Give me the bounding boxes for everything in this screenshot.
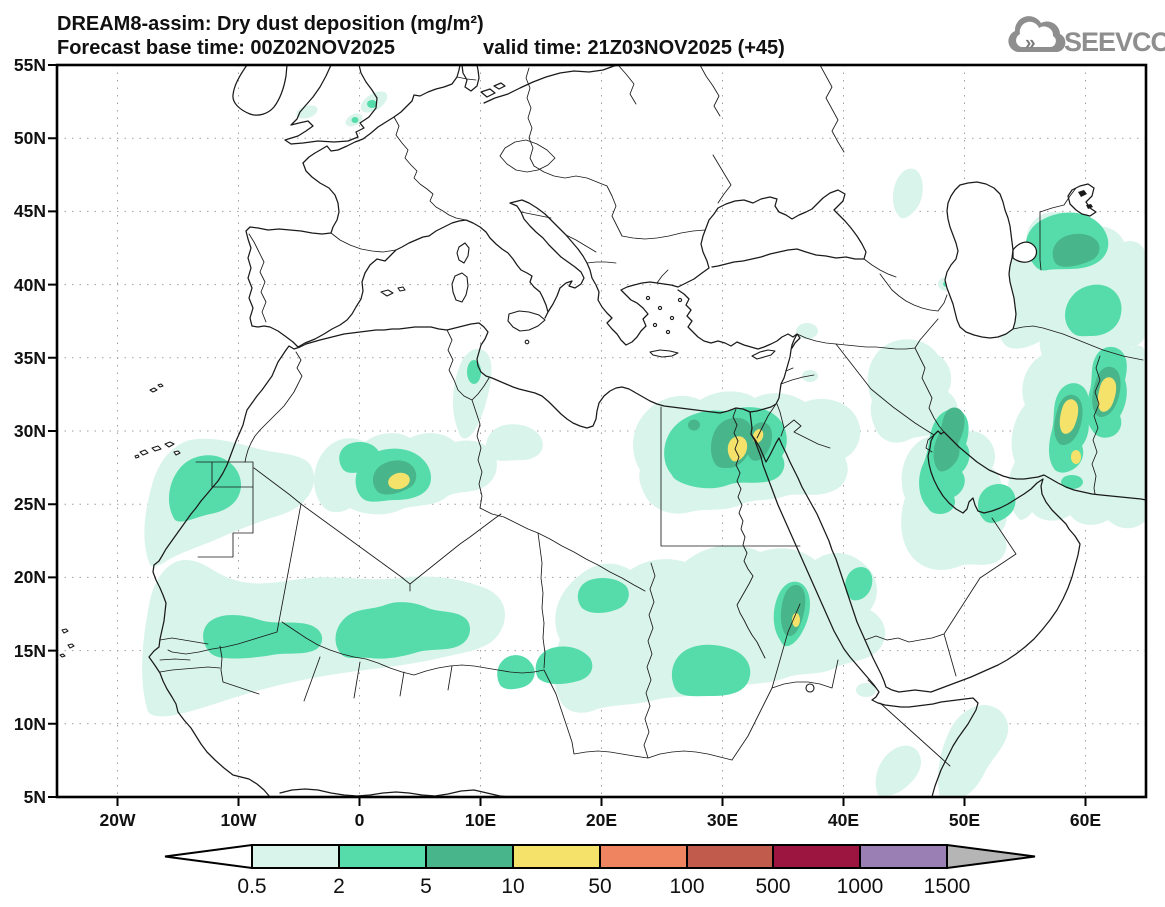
colorbar-cell (599, 844, 688, 869)
colorbar-arrow-left (164, 843, 253, 870)
lat-label: 50N (14, 128, 46, 148)
figure-title: DREAM8-assim: Dry dust deposition (mg/m²… (57, 13, 484, 35)
logo-text: SEEVCCC (1064, 27, 1165, 57)
lon-label: 10E (465, 810, 496, 830)
colorbar-tick: 500 (755, 875, 790, 898)
seevccc-logo: » SEEVCCC (1008, 16, 1165, 57)
coastlines (59, 65, 1146, 797)
colorbar-cell (686, 844, 774, 869)
colorbar-tick: 1500 (924, 875, 971, 898)
lon-label: 10W (221, 810, 257, 830)
dust-layer-10-50 (388, 377, 1117, 627)
longitude-axis: 20W 10W 0 10E 20E 30E 40E 50E 60E (100, 810, 1102, 830)
colorbar-cell (251, 844, 340, 869)
lon-label: 50E (949, 810, 980, 830)
lon-label: 0 (355, 810, 365, 830)
lon-label: 20E (586, 810, 617, 830)
colorbar-cell (338, 844, 427, 869)
colorbar-cell (512, 844, 601, 869)
colorbar-cell (859, 844, 948, 869)
lon-label: 60E (1070, 810, 1101, 830)
lat-label: 45N (14, 201, 46, 221)
colorbar-tick: 50 (588, 875, 611, 898)
lat-label: 5N (24, 787, 46, 807)
latitude-axis: 55N 50N 45N 40N 35N 30N 25N 20N 15N 10N … (14, 55, 46, 807)
colorbar-tick: 5 (420, 875, 432, 898)
colorbar-tick: 100 (669, 875, 704, 898)
colorbar-cell (772, 844, 861, 869)
colorbar-tick: 10 (501, 875, 524, 898)
colorbar-tick: 1000 (837, 875, 884, 898)
lon-label: 40E (828, 810, 859, 830)
lat-label: 35N (14, 348, 46, 368)
colorbar: 0.5 2 5 10 50 100 500 1000 1500 (164, 843, 1036, 898)
colorbar-tick: 0.5 (237, 875, 266, 898)
cloud-chevrons-icon: » (1025, 33, 1036, 54)
lon-label: 30E (707, 810, 738, 830)
colorbar-tick: 2 (333, 875, 345, 898)
lat-label: 55N (14, 55, 46, 75)
colorbar-cell (425, 844, 514, 869)
colorbar-arrow-right (946, 843, 1036, 870)
forecast-base-time: Forecast base time: 00Z02NOV2025 (57, 37, 395, 59)
country-borders (159, 65, 1144, 767)
lat-label: 30N (14, 421, 46, 441)
lon-label: 20W (100, 810, 136, 830)
lat-label: 40N (14, 275, 46, 295)
lat-label: 15N (14, 641, 46, 661)
lat-label: 20N (14, 567, 46, 587)
valid-time: valid time: 21Z03NOV2025 (+45) (483, 37, 785, 59)
lat-label: 25N (14, 494, 46, 514)
lat-label: 10N (14, 714, 46, 734)
axis-ticks (48, 64, 1087, 806)
